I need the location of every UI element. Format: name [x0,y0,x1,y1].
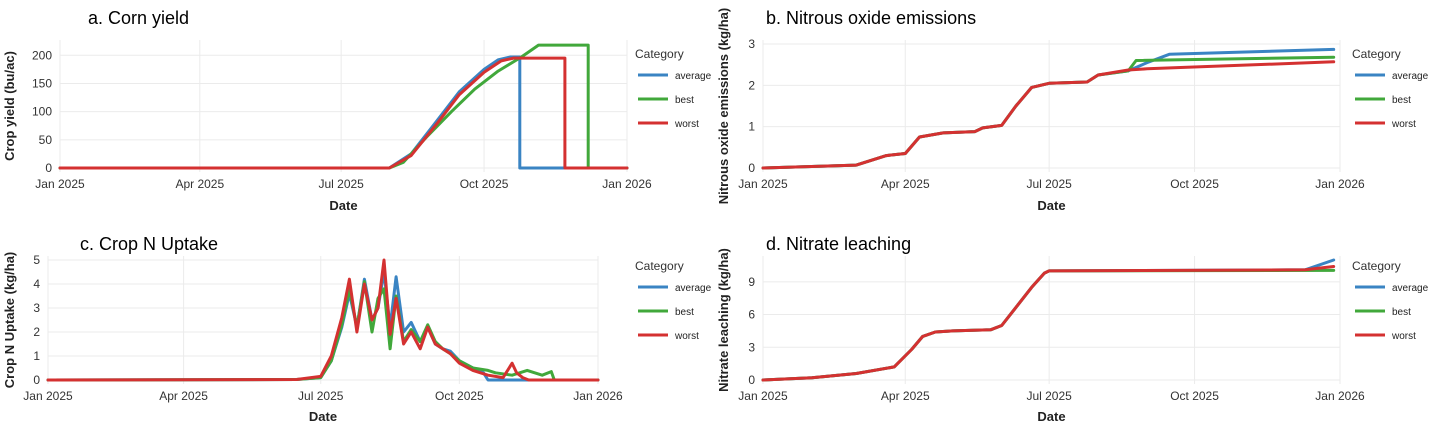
x-axis-label: Date [329,198,357,213]
x-tick-label: Jan 2026 [1315,389,1365,403]
y-tick-label: 1 [748,120,755,134]
y-tick-label: 2 [33,325,40,339]
panel-b: Jan 2025 Apr 2025 Jul 2025 Oct 2025 Jan 2026… [716,8,1429,213]
panel-title: b. Nitrous oxide emissions [766,8,976,28]
legend-label-worst: worst [674,119,699,130]
series-line-best [58,43,629,170]
y-tick-label: 0 [748,161,755,175]
legend-label-best: best [1392,95,1411,106]
legend-label-best: best [1392,307,1411,318]
y-tick-label: 9 [748,275,755,289]
series-line-average [761,47,1336,170]
legend-label-average: average [1392,71,1429,82]
series-line-worst [58,56,629,170]
legend-title: Category [1352,259,1401,273]
y-tick-label: 0 [748,373,755,387]
x-tick-label: Jan 2025 [35,177,85,191]
legend-label-worst: worst [1391,331,1416,342]
legend-title: Category [1352,47,1401,61]
x-axis-label: Date [1037,409,1065,424]
legend-label-worst: worst [674,331,699,342]
x-axis-label: Date [1037,198,1065,213]
x-tick-label: Apr 2025 [159,389,208,403]
x-tick-label: Apr 2025 [175,177,224,191]
series-line-worst [46,258,600,382]
legend-label-average: average [675,283,712,294]
y-tick-label: 3 [748,37,755,51]
x-tick-label: Jan 2025 [738,389,788,403]
panel-title: c. Crop N Uptake [80,234,218,254]
series-line-average [761,258,1336,382]
legend-title: Category [635,259,684,273]
x-tick-label: Apr 2025 [881,177,930,191]
x-tick-label: Jan 2025 [738,177,788,191]
y-axis-label: Nitrate leaching (kg/ha) [716,248,731,392]
y-tick-label: 150 [32,76,52,90]
panel-c: Jan 2025 Apr 2025 Jul 2025 Oct 2025 Jan 2026… [2,234,712,424]
y-tick-label: 0 [45,161,52,175]
y-tick-label: 1 [33,349,40,363]
y-tick-label: 6 [748,308,755,322]
y-axis-label: Nitrous oxide emissions (kg/ha) [716,8,731,205]
y-tick-label: 4 [33,277,40,291]
y-tick-label: 200 [32,48,52,62]
y-tick-label: 100 [32,105,52,119]
x-tick-label: Jul 2025 [1026,177,1072,191]
y-tick-label: 5 [33,253,40,267]
series-line-best [46,280,600,382]
y-tick-label: 50 [39,133,53,147]
panel-title: d. Nitrate leaching [766,234,911,254]
x-axis-label: Date [309,409,337,424]
legend: Category average best worst [635,47,712,130]
legend-title: Category [635,47,684,61]
series-line-worst [761,265,1336,382]
x-tick-label: Jul 2025 [318,177,364,191]
legend: Category average best worst [1352,259,1429,342]
series-line-best [761,268,1336,382]
panel-d: Jan 2025 Apr 2025 Jul 2025 Oct 2025 Jan 2026… [716,234,1429,424]
legend-label-best: best [675,95,694,106]
y-tick-label: 0 [33,373,40,387]
x-tick-label: Jan 2026 [1315,177,1365,191]
x-tick-label: Jul 2025 [298,389,344,403]
series-line-worst [761,60,1336,170]
legend-label-best: best [675,307,694,318]
y-tick-label: 3 [748,340,755,354]
x-tick-label: Oct 2025 [1170,177,1219,191]
x-tick-label: Jan 2025 [23,389,73,403]
legend-label-average: average [675,71,712,82]
x-tick-label: Jan 2026 [602,177,652,191]
x-tick-label: Oct 2025 [435,389,484,403]
x-tick-label: Oct 2025 [1170,389,1219,403]
series-line-best [761,55,1336,170]
x-tick-label: Jan 2026 [573,389,623,403]
y-tick-label: 2 [748,78,755,92]
legend-label-average: average [1392,283,1429,294]
x-tick-label: Jul 2025 [1026,389,1072,403]
series-line-average [46,270,600,382]
legend-label-worst: worst [1391,119,1416,130]
legend: Category average best worst [635,259,712,342]
y-tick-label: 3 [33,301,40,315]
x-tick-label: Apr 2025 [881,389,930,403]
legend: Category average best worst [1352,47,1429,130]
y-axis-label: Crop N Uptake (kg/ha) [2,252,17,389]
series-line-average [58,55,629,170]
panel-title: a. Corn yield [88,8,189,28]
y-axis-label: Crop yield (bu/ac) [2,51,17,161]
panel-a: Jan 2025 Apr 2025 Jul 2025 Oct 2025 Jan 2026… [2,8,712,213]
x-tick-label: Oct 2025 [460,177,509,191]
